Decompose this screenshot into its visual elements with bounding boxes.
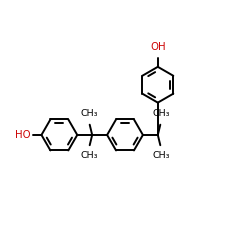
Text: CH₃: CH₃ <box>152 152 170 160</box>
Text: CH₃: CH₃ <box>80 152 98 160</box>
Text: CH₃: CH₃ <box>152 110 170 118</box>
Text: OH: OH <box>150 42 166 52</box>
Text: HO: HO <box>16 130 31 140</box>
Text: CH₃: CH₃ <box>80 110 98 118</box>
